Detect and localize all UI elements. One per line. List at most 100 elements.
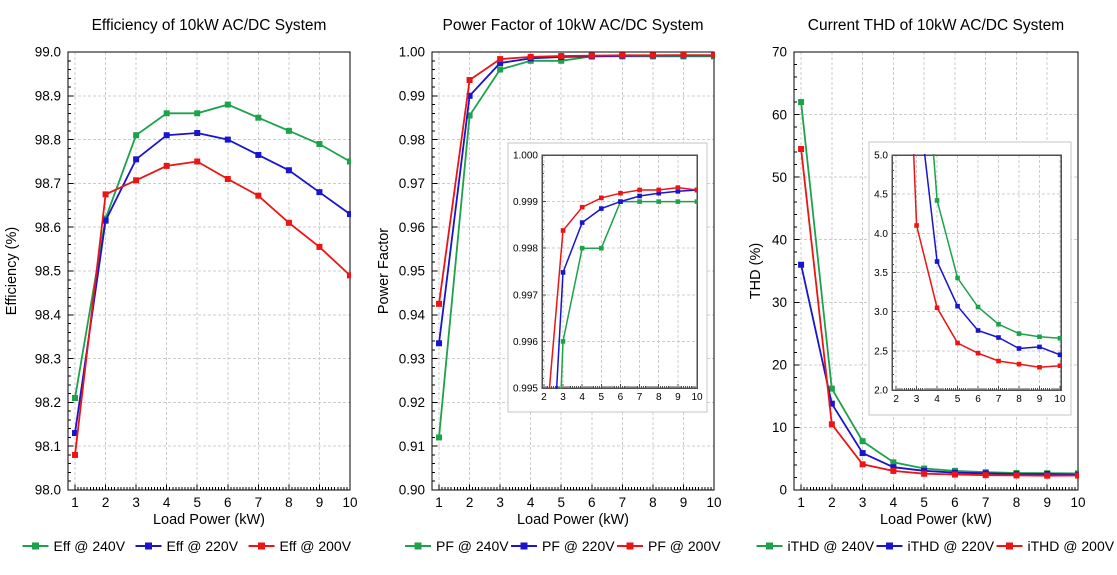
- legend-label: PF @ 240V: [436, 538, 509, 554]
- series-markers: [72, 130, 351, 437]
- y-tick-label: 20: [772, 358, 787, 373]
- y-axis-label: Efficiency (%): [4, 227, 20, 315]
- series-group: [912, 154, 1062, 370]
- inset-frame: [868, 141, 1072, 416]
- y-tick-label: 0.95: [399, 264, 425, 279]
- series-group: [798, 99, 1079, 479]
- y-tick-label: 0.999: [513, 197, 538, 208]
- legend-item: iTHD @ 240V: [756, 538, 875, 554]
- series-markers: [934, 198, 1062, 341]
- y-tick-label: 0.91: [399, 439, 425, 454]
- x-tick-label: 3: [560, 392, 566, 403]
- legend-label: Eff @ 240V: [54, 538, 126, 554]
- series-markers: [72, 158, 351, 458]
- y-tick-label: 0.997: [513, 290, 538, 301]
- x-tick-label: 6: [618, 392, 624, 403]
- x-tick-label: 4: [163, 495, 171, 510]
- y-tick-label: 98.3: [35, 351, 61, 366]
- y-tick-label: 98.4: [35, 308, 62, 323]
- series-markers: [436, 52, 715, 307]
- legend-item: Eff @ 200V: [248, 538, 352, 554]
- series-line: [800, 102, 1079, 475]
- y-tick-label: 98.2: [35, 395, 61, 410]
- axis-ticks: [432, 51, 715, 491]
- x-tick-label: 1: [435, 495, 443, 510]
- x-tick-label: 9: [680, 495, 688, 510]
- y-tick-label: 98.8: [35, 132, 61, 147]
- y-tick-label: 2.5: [874, 346, 888, 357]
- legend-label: iTHD @ 200V: [1028, 538, 1115, 554]
- series-line: [560, 200, 697, 389]
- x-tick-label: 4: [890, 495, 898, 510]
- legend-item: Eff @ 220V: [135, 538, 239, 554]
- x-axis-label: Load Power (kW): [517, 512, 629, 528]
- gridlines: [892, 155, 1061, 390]
- y-tick-label: 0.99: [399, 89, 425, 104]
- y-tick-label: 98.7: [35, 176, 61, 191]
- x-tick-label: 10: [342, 495, 357, 510]
- y-tick-label: 0.995: [513, 384, 538, 395]
- y-tick-label: 10: [772, 420, 787, 435]
- x-tick-label: 8: [1016, 394, 1022, 405]
- y-axis-label: Power Factor: [376, 228, 392, 314]
- series-group: [436, 52, 715, 441]
- efficiency-chart-panel: 1 2 3 4 5 6 7 8 9 10 98.0 98.1 98.2 98.3 98.4 98.5 98.6 9…: [0, 0, 372, 575]
- y-tick-label: 5.0: [874, 151, 888, 162]
- power-factor-chart-panel: 1 2 3 4 5 6 7 8 9 10 0.90 0.91 0.92 0.93 0.94 0.95 0.96 0…: [372, 0, 744, 575]
- x-tick-label: 3: [132, 495, 140, 510]
- x-tick-label: 8: [649, 495, 657, 510]
- x-tick-label: 10: [1054, 394, 1066, 405]
- y-tick-label: 30: [772, 295, 787, 310]
- legend-label: Eff @ 220V: [167, 538, 239, 554]
- series-line: [800, 264, 1079, 476]
- series-line: [74, 103, 351, 399]
- series-line: [932, 154, 1061, 340]
- x-tick-label: 7: [637, 392, 643, 403]
- series-markers: [798, 145, 1079, 479]
- y-tick-label: 0.996: [513, 337, 538, 348]
- x-tick-label: 4: [579, 392, 585, 403]
- y-tick-label: 1.00: [399, 45, 425, 60]
- current-thd-chart-panel: 1 2 3 4 5 6 7 8 9 10 0 10 20 30 40 50 60 70 Current THD of…: [744, 0, 1117, 575]
- y-tick-label: 4.5: [874, 190, 888, 201]
- series-line: [438, 54, 715, 305]
- y-tick-label: 70: [772, 45, 787, 60]
- y-tick-label: 99.0: [35, 45, 61, 60]
- y-tick-label: 0.98: [399, 132, 425, 147]
- x-tick-label: 7: [619, 495, 627, 510]
- legend-marker: [1006, 542, 1013, 550]
- y-tick-label: 0.97: [399, 176, 425, 191]
- x-tick-label: 2: [102, 495, 110, 510]
- y-tick-label: 3.0: [874, 307, 888, 318]
- series-line: [912, 154, 1061, 369]
- series-markers: [72, 101, 351, 402]
- x-tick-label: 10: [691, 392, 703, 403]
- x-tick-label: 2: [828, 495, 836, 510]
- x-tick-label: 6: [224, 495, 232, 510]
- y-tick-label: 98.9: [35, 89, 61, 104]
- x-tick-label: 4: [527, 495, 535, 510]
- series-line: [548, 186, 698, 389]
- x-tick-label: 7: [982, 495, 990, 510]
- series-group: [72, 101, 351, 458]
- axis-ticks: [794, 51, 1079, 491]
- axis-ticks: [542, 154, 698, 389]
- chart-title: Current THD of 10kW AC/DC System: [808, 17, 1064, 34]
- legend-label: PF @ 200V: [648, 538, 721, 554]
- y-tick-label: 2.0: [874, 386, 888, 397]
- axis-ticks: [892, 154, 1061, 391]
- x-tick-label: 3: [914, 394, 920, 405]
- y-tick-label: 60: [772, 107, 787, 122]
- y-tick-label: 0.92: [399, 395, 425, 410]
- y-tick-label: 0.96: [399, 220, 425, 235]
- series-line: [800, 148, 1079, 477]
- series-line: [74, 160, 351, 456]
- x-axis-label: Load Power (kW): [153, 512, 265, 528]
- y-tick-label: 98.0: [35, 483, 61, 498]
- legend-marker: [145, 542, 152, 550]
- power-factor-chart: 1 2 3 4 5 6 7 8 9 10 0.90 0.91 0.92 0.93 0.94 0.95 0.96 0…: [376, 17, 722, 554]
- y-axis-label: THD (%): [748, 243, 764, 299]
- x-tick-label: 6: [975, 394, 981, 405]
- x-tick-label: 4: [934, 394, 940, 405]
- series-line: [74, 132, 351, 434]
